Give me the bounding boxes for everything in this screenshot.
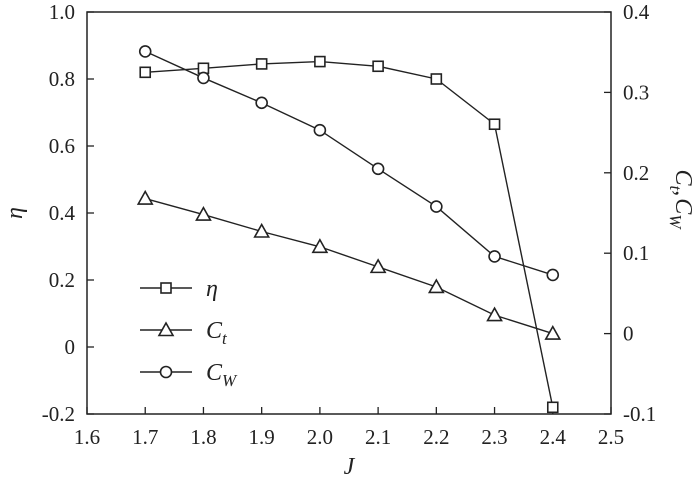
data-point-square — [255, 58, 268, 70]
series-layer — [136, 45, 562, 414]
series-line-circle — [144, 50, 553, 276]
left-y-tick-label: 0.2 — [49, 268, 75, 292]
data-point-triangle — [544, 324, 562, 340]
legend-label: Ct — [206, 318, 228, 348]
left-y-tick-label: 1.0 — [49, 0, 75, 24]
right-y-tick-label: 0.4 — [623, 0, 650, 24]
legend-item-square: η — [140, 276, 218, 302]
right-y-tick-label: 0 — [623, 322, 634, 346]
x-tick-label: 1.6 — [74, 425, 100, 449]
data-point-square — [430, 73, 443, 85]
legend-marker-circle — [159, 365, 173, 379]
data-point-circle — [138, 45, 152, 58]
data-point-circle — [371, 162, 385, 176]
right-y-label-sub1: t — [666, 186, 685, 192]
legend-label: CW — [206, 360, 238, 390]
x-tick-label: 2.5 — [598, 425, 624, 449]
legend-label: η — [206, 276, 218, 302]
left-y-axis-title: η — [2, 207, 28, 219]
right-y-axis-title: Ct,CW — [666, 170, 696, 231]
data-point-circle — [255, 96, 268, 110]
right-y-label-c1: C — [670, 170, 696, 187]
x-tick-label: 1.9 — [249, 425, 275, 449]
x-tick-label: 2.2 — [423, 425, 449, 449]
data-point-circle — [430, 200, 443, 213]
data-point-triangle — [486, 306, 503, 322]
data-point-triangle — [195, 205, 212, 221]
data-point-triangle — [253, 222, 271, 238]
data-point-circle — [546, 268, 560, 282]
right-y-tick-label: 0.2 — [623, 161, 649, 185]
data-point-circle — [197, 71, 210, 85]
legend-label-sub: W — [222, 371, 238, 390]
data-point-triangle — [136, 189, 154, 205]
plot-frame — [86, 11, 612, 415]
legend-item-triangle: Ct — [140, 318, 228, 348]
right-y-label-c2: C — [670, 198, 696, 215]
data-point-square — [546, 401, 559, 414]
right-y-tick-label: 0.3 — [623, 80, 649, 104]
legend-label-name: C — [206, 318, 223, 344]
legend-label-sub: t — [222, 329, 228, 348]
legend-item-circle: CW — [140, 360, 238, 390]
data-point-triangle — [369, 258, 387, 274]
right-y-label-comma: , — [670, 190, 696, 196]
data-point-square — [372, 60, 384, 73]
data-point-triangle — [311, 238, 329, 254]
data-point-square — [314, 55, 326, 68]
left-y-tick-label: -0.2 — [42, 402, 75, 426]
legend-label-name: η — [206, 276, 218, 302]
left-y-tick-label: 0 — [65, 335, 76, 359]
legend-label-name: C — [206, 360, 223, 386]
left-y-tick-label: 0.8 — [49, 67, 75, 91]
x-tick-label: 2.3 — [481, 425, 507, 449]
x-tick-label: 1.8 — [190, 425, 216, 449]
x-tick-label: 2.0 — [307, 425, 333, 449]
data-point-square — [139, 66, 152, 79]
right-y-tick-label: 0.1 — [623, 241, 649, 265]
left-y-tick-label: 0.6 — [49, 134, 75, 158]
data-point-circle — [313, 123, 327, 137]
data-point-triangle — [427, 278, 445, 294]
data-point-circle — [488, 250, 501, 263]
x-axis-title: J — [344, 454, 356, 477]
data-point-square — [488, 118, 501, 131]
left-y-tick-label: 0.4 — [49, 201, 76, 225]
legend-marker-triangle — [157, 321, 175, 337]
series-line-triangle — [145, 197, 553, 335]
series-line-square — [145, 60, 554, 408]
x-tick-label: 2.4 — [540, 425, 567, 449]
x-tick-label: 1.7 — [132, 425, 158, 449]
right-y-tick-label: -0.1 — [623, 402, 656, 426]
ticks: 1.6 1.7 1.8 1.9 2.0 2.1 2.2 2.3 2.4 2.5 -0.2 0 0.2 0.… — [42, 0, 657, 449]
x-tick-label: 2.1 — [365, 425, 391, 449]
legend-marker-square — [160, 282, 172, 294]
right-y-label-sub2: W — [666, 214, 685, 230]
